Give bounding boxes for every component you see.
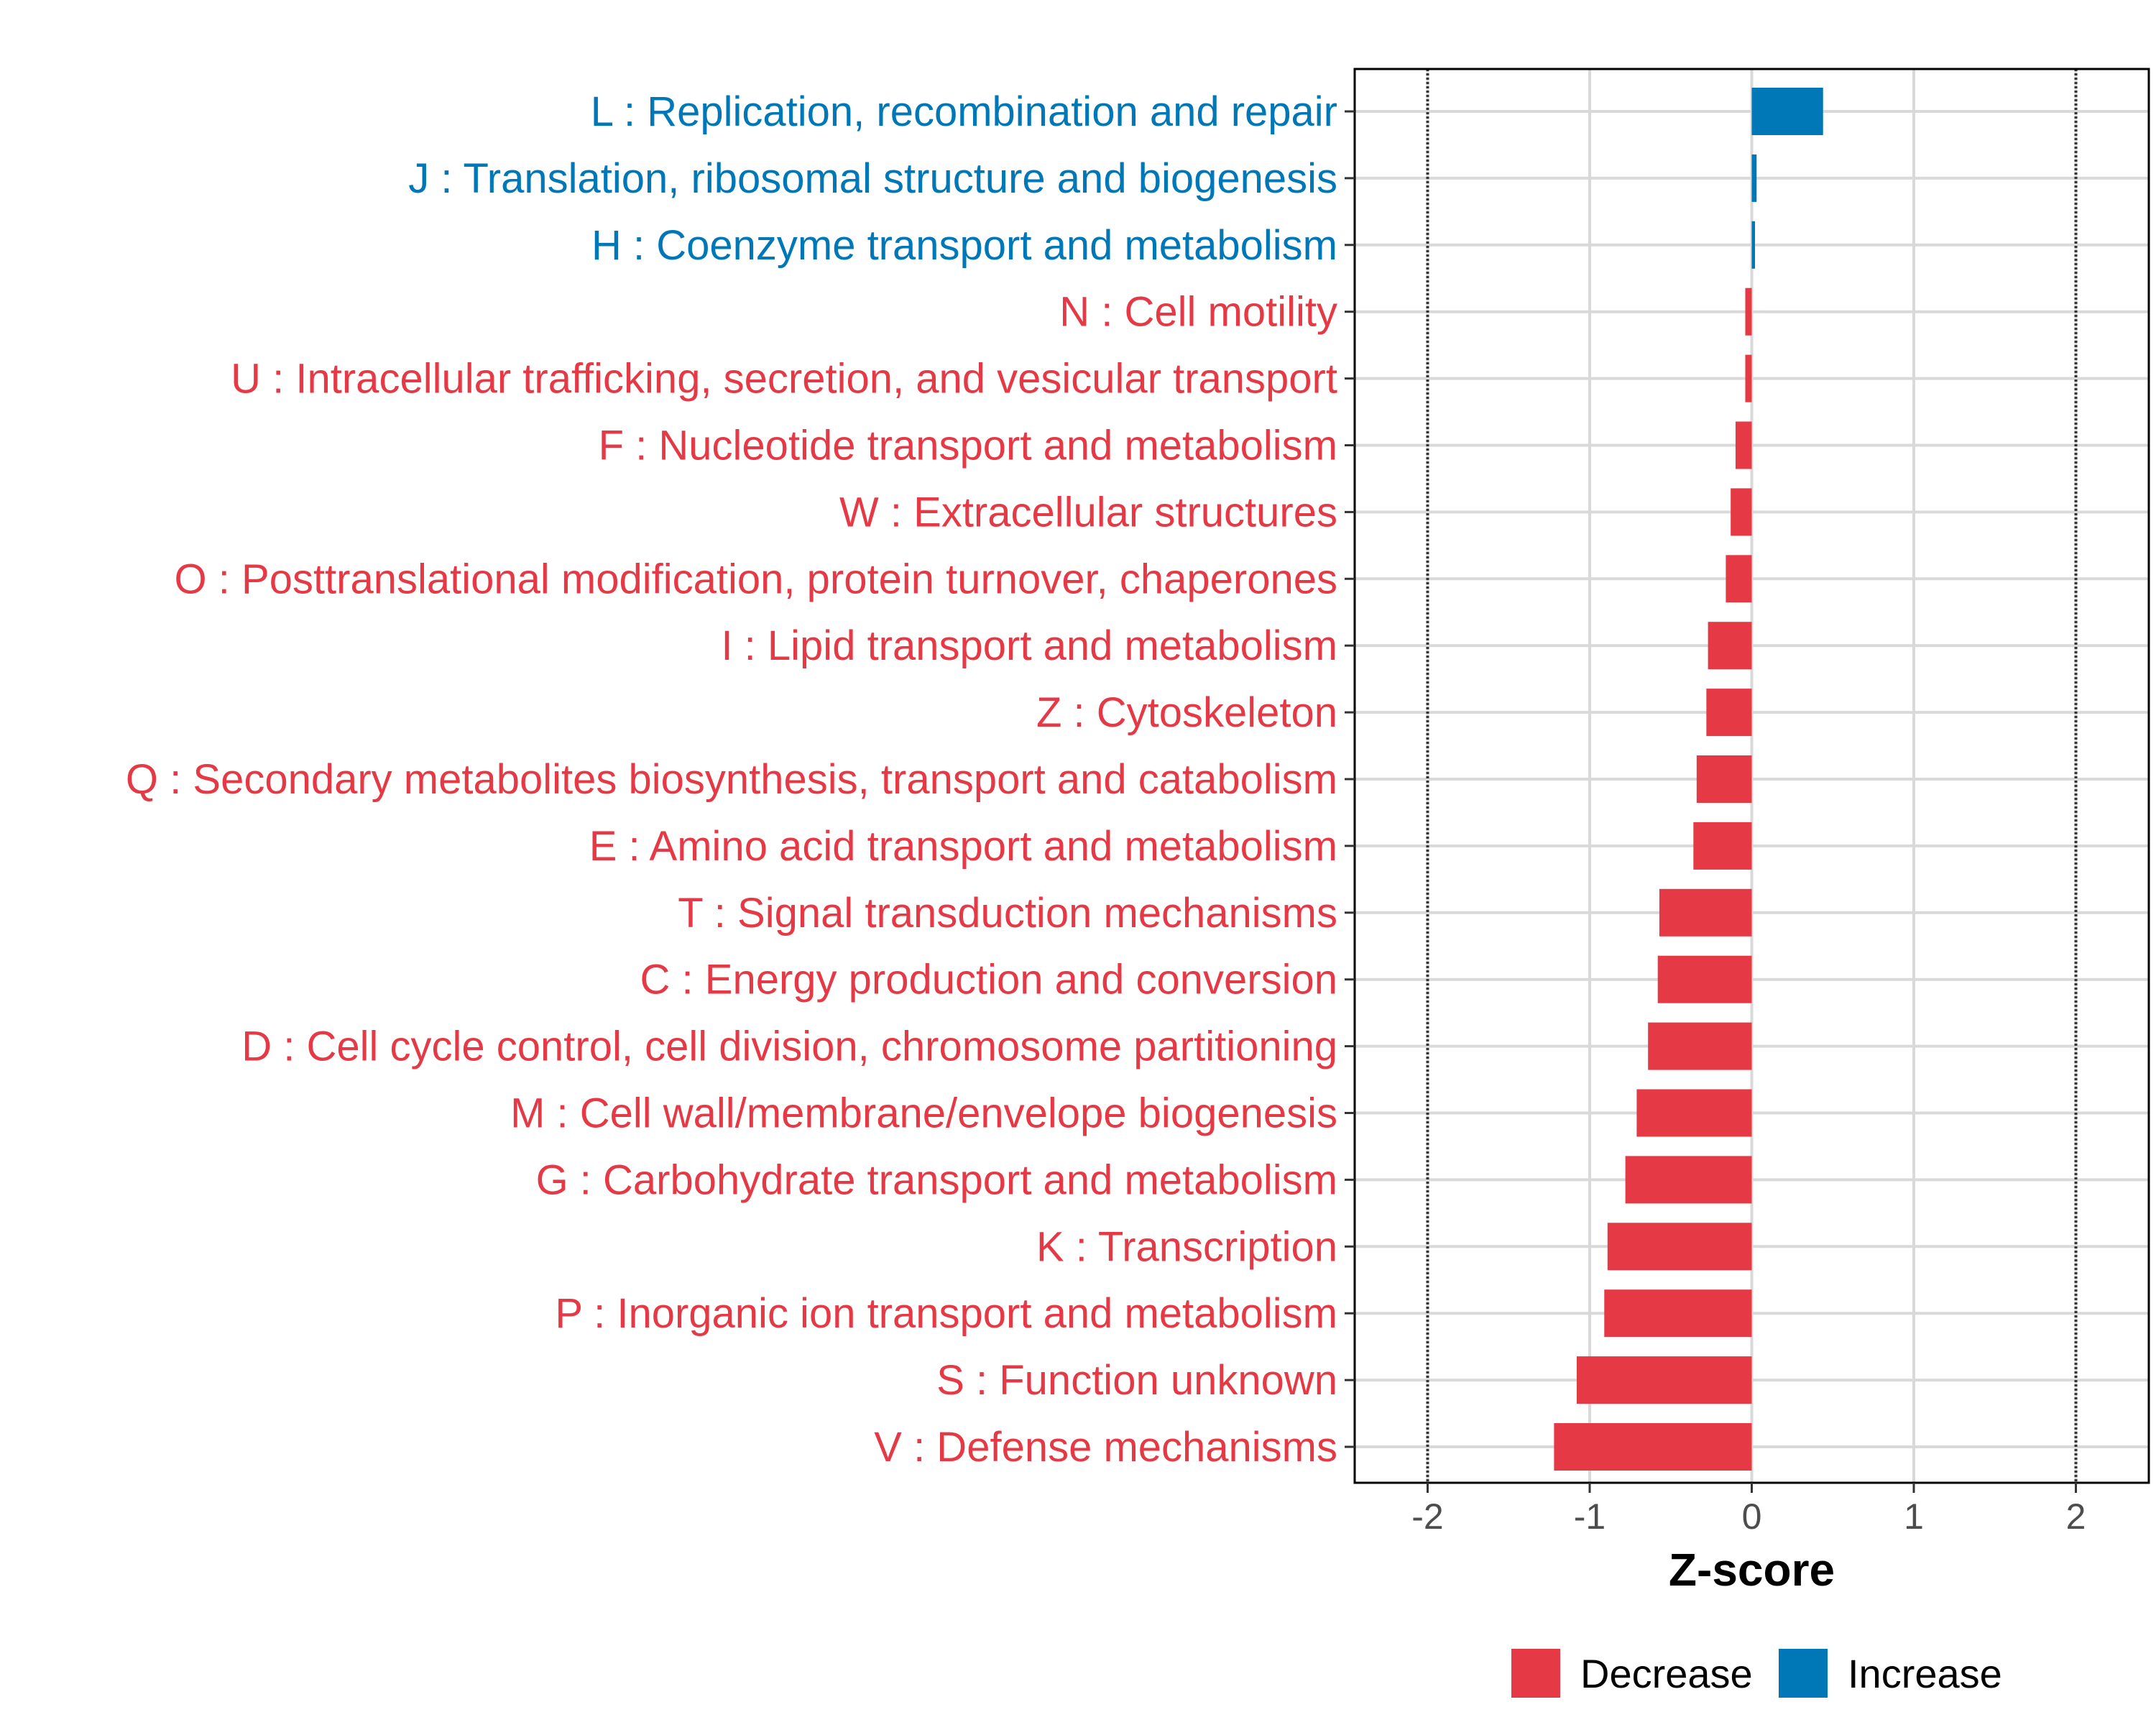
category-label: K : Transcription xyxy=(1036,1223,1337,1270)
bar-c xyxy=(1657,955,1752,1003)
bar-h xyxy=(1751,221,1756,269)
category-label: E : Amino acid transport and metabolism xyxy=(589,823,1337,870)
bar-s xyxy=(1576,1356,1752,1404)
bar-j xyxy=(1751,154,1757,202)
x-tick-label: -1 xyxy=(1574,1496,1606,1537)
x-axis-title: Z-score xyxy=(1669,1544,1835,1596)
bar-n xyxy=(1745,288,1752,336)
bar-d xyxy=(1648,1022,1752,1070)
y-axis-labels: L : Replication, recombination and repai… xyxy=(126,88,1337,1471)
bar-q xyxy=(1696,755,1752,803)
legend: Decrease Increase xyxy=(1511,1649,2002,1698)
bar-u xyxy=(1745,354,1752,402)
bar-z xyxy=(1706,689,1752,737)
legend-swatch-increase xyxy=(1779,1649,1828,1698)
category-label: P : Inorganic ion transport and metaboli… xyxy=(555,1290,1337,1337)
bar-o xyxy=(1726,555,1752,603)
category-label: T : Signal transduction mechanisms xyxy=(678,890,1337,937)
category-label: S : Function unknown xyxy=(936,1357,1337,1404)
category-label: Q : Secondary metabolites biosynthesis, … xyxy=(126,756,1337,803)
bar-e xyxy=(1693,822,1752,870)
x-tick-label: 0 xyxy=(1742,1496,1762,1537)
bar-f xyxy=(1735,421,1752,469)
bar-t xyxy=(1659,888,1752,937)
category-label: M : Cell wall/membrane/envelope biogenes… xyxy=(510,1090,1337,1137)
category-label: W : Extracellular structures xyxy=(839,489,1337,535)
category-label: N : Cell motility xyxy=(1059,289,1337,336)
bar-k xyxy=(1607,1223,1752,1271)
x-tick-label: 2 xyxy=(2066,1496,2086,1537)
y-axis-ticks xyxy=(1345,110,1355,1448)
bar-p xyxy=(1604,1289,1752,1338)
reference-lines xyxy=(1426,69,2078,1483)
category-label: Z : Cytoskeleton xyxy=(1036,689,1337,736)
category-label: D : Cell cycle control, cell division, c… xyxy=(241,1024,1337,1070)
category-label: U : Intracellular trafficking, secretion… xyxy=(231,356,1337,402)
legend-label-decrease: Decrease xyxy=(1580,1651,1753,1696)
legend-label-increase: Increase xyxy=(1848,1651,2002,1696)
x-tick-label: 1 xyxy=(1904,1496,1924,1537)
bar-w xyxy=(1731,488,1752,536)
bar-l xyxy=(1751,88,1823,135)
category-label: G : Carbohydrate transport and metabolis… xyxy=(536,1156,1337,1203)
bars xyxy=(1554,88,1823,1471)
bar-v xyxy=(1554,1423,1752,1471)
bar-g xyxy=(1625,1156,1752,1204)
category-label: J : Translation, ribosomal structure and… xyxy=(408,155,1337,202)
category-label: L : Replication, recombination and repai… xyxy=(591,88,1337,135)
category-label: V : Defense mechanisms xyxy=(874,1424,1337,1471)
bar-i xyxy=(1708,622,1752,670)
x-axis-ticks: -2 -1 0 1 2 xyxy=(1411,1483,2086,1537)
bar-m xyxy=(1636,1089,1752,1137)
legend-swatch-decrease xyxy=(1511,1649,1560,1698)
category-label: O : Posttranslational modification, prot… xyxy=(175,556,1337,602)
category-label: F : Nucleotide transport and metabolism xyxy=(599,423,1337,469)
category-label: C : Energy production and conversion xyxy=(640,957,1337,1003)
category-label: H : Coenzyme transport and metabolism xyxy=(591,222,1337,269)
category-label: I : Lipid transport and metabolism xyxy=(721,622,1337,669)
x-tick-label: -2 xyxy=(1411,1496,1443,1537)
